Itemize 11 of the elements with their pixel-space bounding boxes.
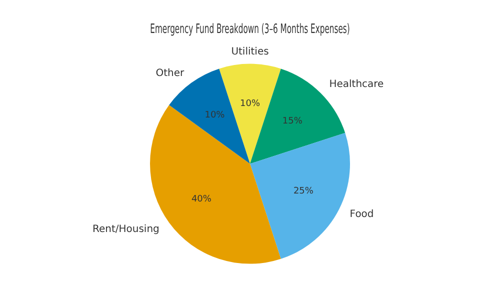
slice-label: Utilities xyxy=(231,46,269,58)
slice-label: Healthcare xyxy=(329,79,384,90)
data-label: 10% xyxy=(204,110,226,121)
slice-label: Food xyxy=(350,209,374,220)
data-label: 40% xyxy=(191,194,212,204)
chart-title: Emergency Fund Breakdown (3–6 Months Expenses) xyxy=(150,20,350,37)
data-label: 15% xyxy=(282,116,303,127)
data-label: 25% xyxy=(293,186,314,196)
data-label: 10% xyxy=(240,99,260,110)
slice-label: Other xyxy=(156,68,186,79)
slice-label: Rent/Housing xyxy=(92,224,160,236)
